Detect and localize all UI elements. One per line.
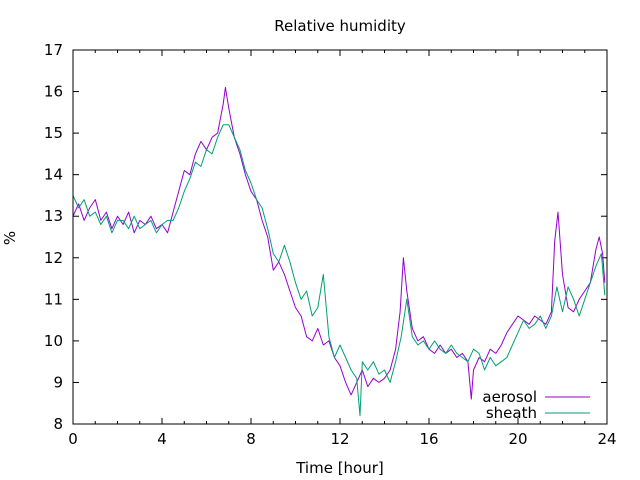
x-axis-label: Time [hour] bbox=[295, 459, 384, 477]
y-tick-label: 9 bbox=[53, 373, 63, 391]
series-line-sheath bbox=[72, 124, 606, 417]
y-tick-label: 16 bbox=[44, 83, 63, 101]
x-tick-label: 0 bbox=[68, 430, 78, 448]
y-axis-label: % bbox=[1, 231, 19, 245]
y-tick-label: 8 bbox=[53, 415, 63, 433]
x-tick-label: 12 bbox=[330, 430, 349, 448]
x-tick-label: 20 bbox=[508, 430, 527, 448]
y-tick-label: 17 bbox=[44, 41, 63, 59]
x-tick-label: 8 bbox=[246, 430, 256, 448]
y-tick-label: 10 bbox=[44, 332, 63, 350]
y-tick-label: 14 bbox=[44, 166, 63, 184]
legend-label-sheath: sheath bbox=[486, 404, 537, 422]
plot-lines bbox=[72, 86, 606, 417]
chart-title: Relative humidity bbox=[274, 17, 406, 35]
x-tick-label: 4 bbox=[157, 430, 167, 448]
y-tick-label: 11 bbox=[44, 290, 63, 308]
y-tick-label: 12 bbox=[44, 249, 63, 267]
x-tick-label: 16 bbox=[419, 430, 438, 448]
axis-ticks: 0 4 8 12 16 20 24 8 9 10 11 12 13 14 15 16 17 bbox=[44, 41, 617, 448]
y-tick-label: 13 bbox=[44, 207, 63, 225]
y-tick-label: 15 bbox=[44, 124, 63, 142]
plot-frame bbox=[72, 49, 608, 425]
legend-label-aerosol: aerosol bbox=[482, 388, 537, 406]
x-tick-label: 24 bbox=[597, 430, 616, 448]
